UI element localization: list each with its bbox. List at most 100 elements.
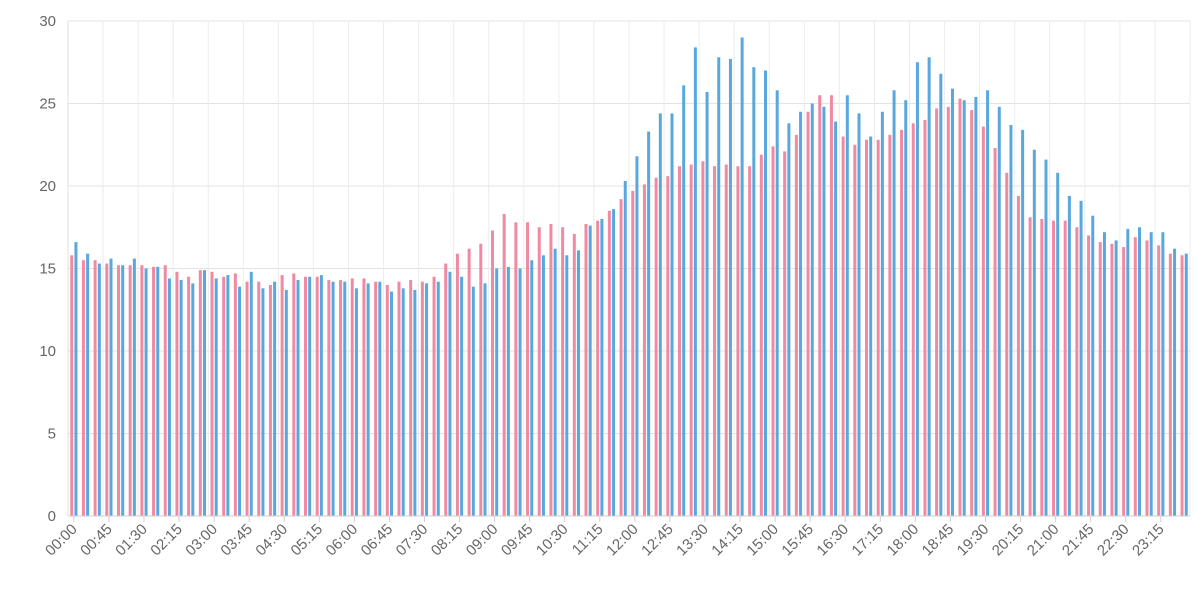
bar[interactable] (904, 100, 908, 516)
bar[interactable] (1102, 232, 1106, 516)
bar[interactable] (1184, 253, 1188, 516)
bar[interactable] (1098, 242, 1102, 516)
bar[interactable] (97, 263, 101, 516)
bar[interactable] (935, 108, 939, 516)
bar[interactable] (1133, 237, 1137, 516)
bar[interactable] (378, 281, 382, 516)
bar[interactable] (374, 281, 378, 516)
bar[interactable] (946, 106, 950, 517)
bar[interactable] (939, 73, 943, 517)
bar[interactable] (927, 57, 931, 517)
bar[interactable] (303, 276, 307, 516)
bar[interactable] (152, 266, 156, 516)
bar[interactable] (654, 177, 658, 516)
bar[interactable] (280, 275, 284, 516)
bar[interactable] (740, 37, 744, 517)
bar[interactable] (74, 242, 78, 516)
bar[interactable] (214, 278, 218, 516)
bar[interactable] (1087, 235, 1091, 517)
bar[interactable] (1028, 217, 1032, 516)
bar[interactable] (210, 271, 214, 516)
bar[interactable] (105, 263, 109, 516)
bar[interactable] (1009, 124, 1013, 516)
bar[interactable] (339, 280, 343, 516)
bar[interactable] (191, 283, 195, 516)
bar[interactable] (787, 123, 791, 517)
bar[interactable] (911, 123, 915, 517)
bar[interactable] (460, 276, 464, 516)
bar[interactable] (144, 268, 148, 517)
bar[interactable] (549, 223, 553, 516)
bar[interactable] (315, 276, 319, 516)
bar[interactable] (93, 260, 97, 516)
bar[interactable] (1056, 172, 1060, 517)
bar[interactable] (701, 161, 705, 516)
bar[interactable] (775, 90, 779, 517)
bar[interactable] (829, 95, 833, 516)
bar[interactable] (1161, 232, 1165, 516)
bar[interactable] (132, 258, 136, 516)
bar[interactable] (1079, 200, 1083, 516)
bar[interactable] (1005, 172, 1009, 517)
bar[interactable] (631, 190, 635, 516)
bar[interactable] (783, 151, 787, 516)
bar[interactable] (841, 136, 845, 517)
bar[interactable] (1168, 253, 1172, 516)
bar[interactable] (292, 273, 296, 516)
bar[interactable] (1021, 129, 1025, 516)
bar[interactable] (425, 283, 429, 516)
bar[interactable] (444, 263, 448, 516)
bar[interactable] (600, 219, 604, 516)
bar[interactable] (273, 281, 277, 516)
bar[interactable] (179, 280, 183, 516)
bar[interactable] (864, 139, 868, 517)
bar[interactable] (483, 283, 487, 516)
bar[interactable] (514, 222, 518, 517)
bar[interactable] (869, 136, 873, 517)
bar[interactable] (479, 243, 483, 516)
bar[interactable] (666, 176, 670, 516)
bar[interactable] (70, 255, 74, 517)
bar[interactable] (670, 113, 674, 517)
bar[interactable] (619, 199, 623, 516)
bar[interactable] (981, 126, 985, 516)
bar[interactable] (997, 106, 1001, 517)
bar[interactable] (974, 96, 978, 517)
bar[interactable] (233, 273, 237, 516)
bar[interactable] (705, 91, 709, 516)
bar[interactable] (362, 278, 366, 516)
bar[interactable] (764, 70, 768, 517)
bar[interactable] (121, 265, 125, 516)
bar[interactable] (261, 288, 265, 516)
bar[interactable] (794, 134, 798, 516)
bar[interactable] (1067, 195, 1071, 516)
bar[interactable] (572, 233, 576, 516)
bar[interactable] (810, 103, 814, 517)
bar[interactable] (203, 270, 207, 516)
bar[interactable] (390, 291, 394, 516)
bar[interactable] (455, 253, 459, 516)
bar[interactable] (1044, 159, 1048, 516)
bar[interactable] (1051, 220, 1055, 516)
bar[interactable] (187, 276, 191, 516)
bar[interactable] (748, 166, 752, 516)
bar[interactable] (350, 278, 354, 516)
bar[interactable] (502, 214, 506, 517)
bar[interactable] (1126, 228, 1130, 516)
bar[interactable] (1122, 247, 1126, 517)
bar[interactable] (577, 250, 581, 516)
bar[interactable] (401, 288, 405, 516)
bar[interactable] (892, 90, 896, 517)
bar[interactable] (915, 62, 919, 516)
bar[interactable] (249, 271, 253, 516)
bar[interactable] (588, 225, 592, 516)
bar[interactable] (140, 265, 144, 516)
bar[interactable] (986, 90, 990, 517)
bar[interactable] (537, 227, 541, 516)
bar[interactable] (596, 220, 600, 516)
bar[interactable] (1091, 215, 1095, 516)
bar[interactable] (1145, 240, 1149, 516)
bar[interactable] (1040, 219, 1044, 516)
bar[interactable] (818, 95, 822, 516)
bar[interactable] (724, 164, 728, 517)
